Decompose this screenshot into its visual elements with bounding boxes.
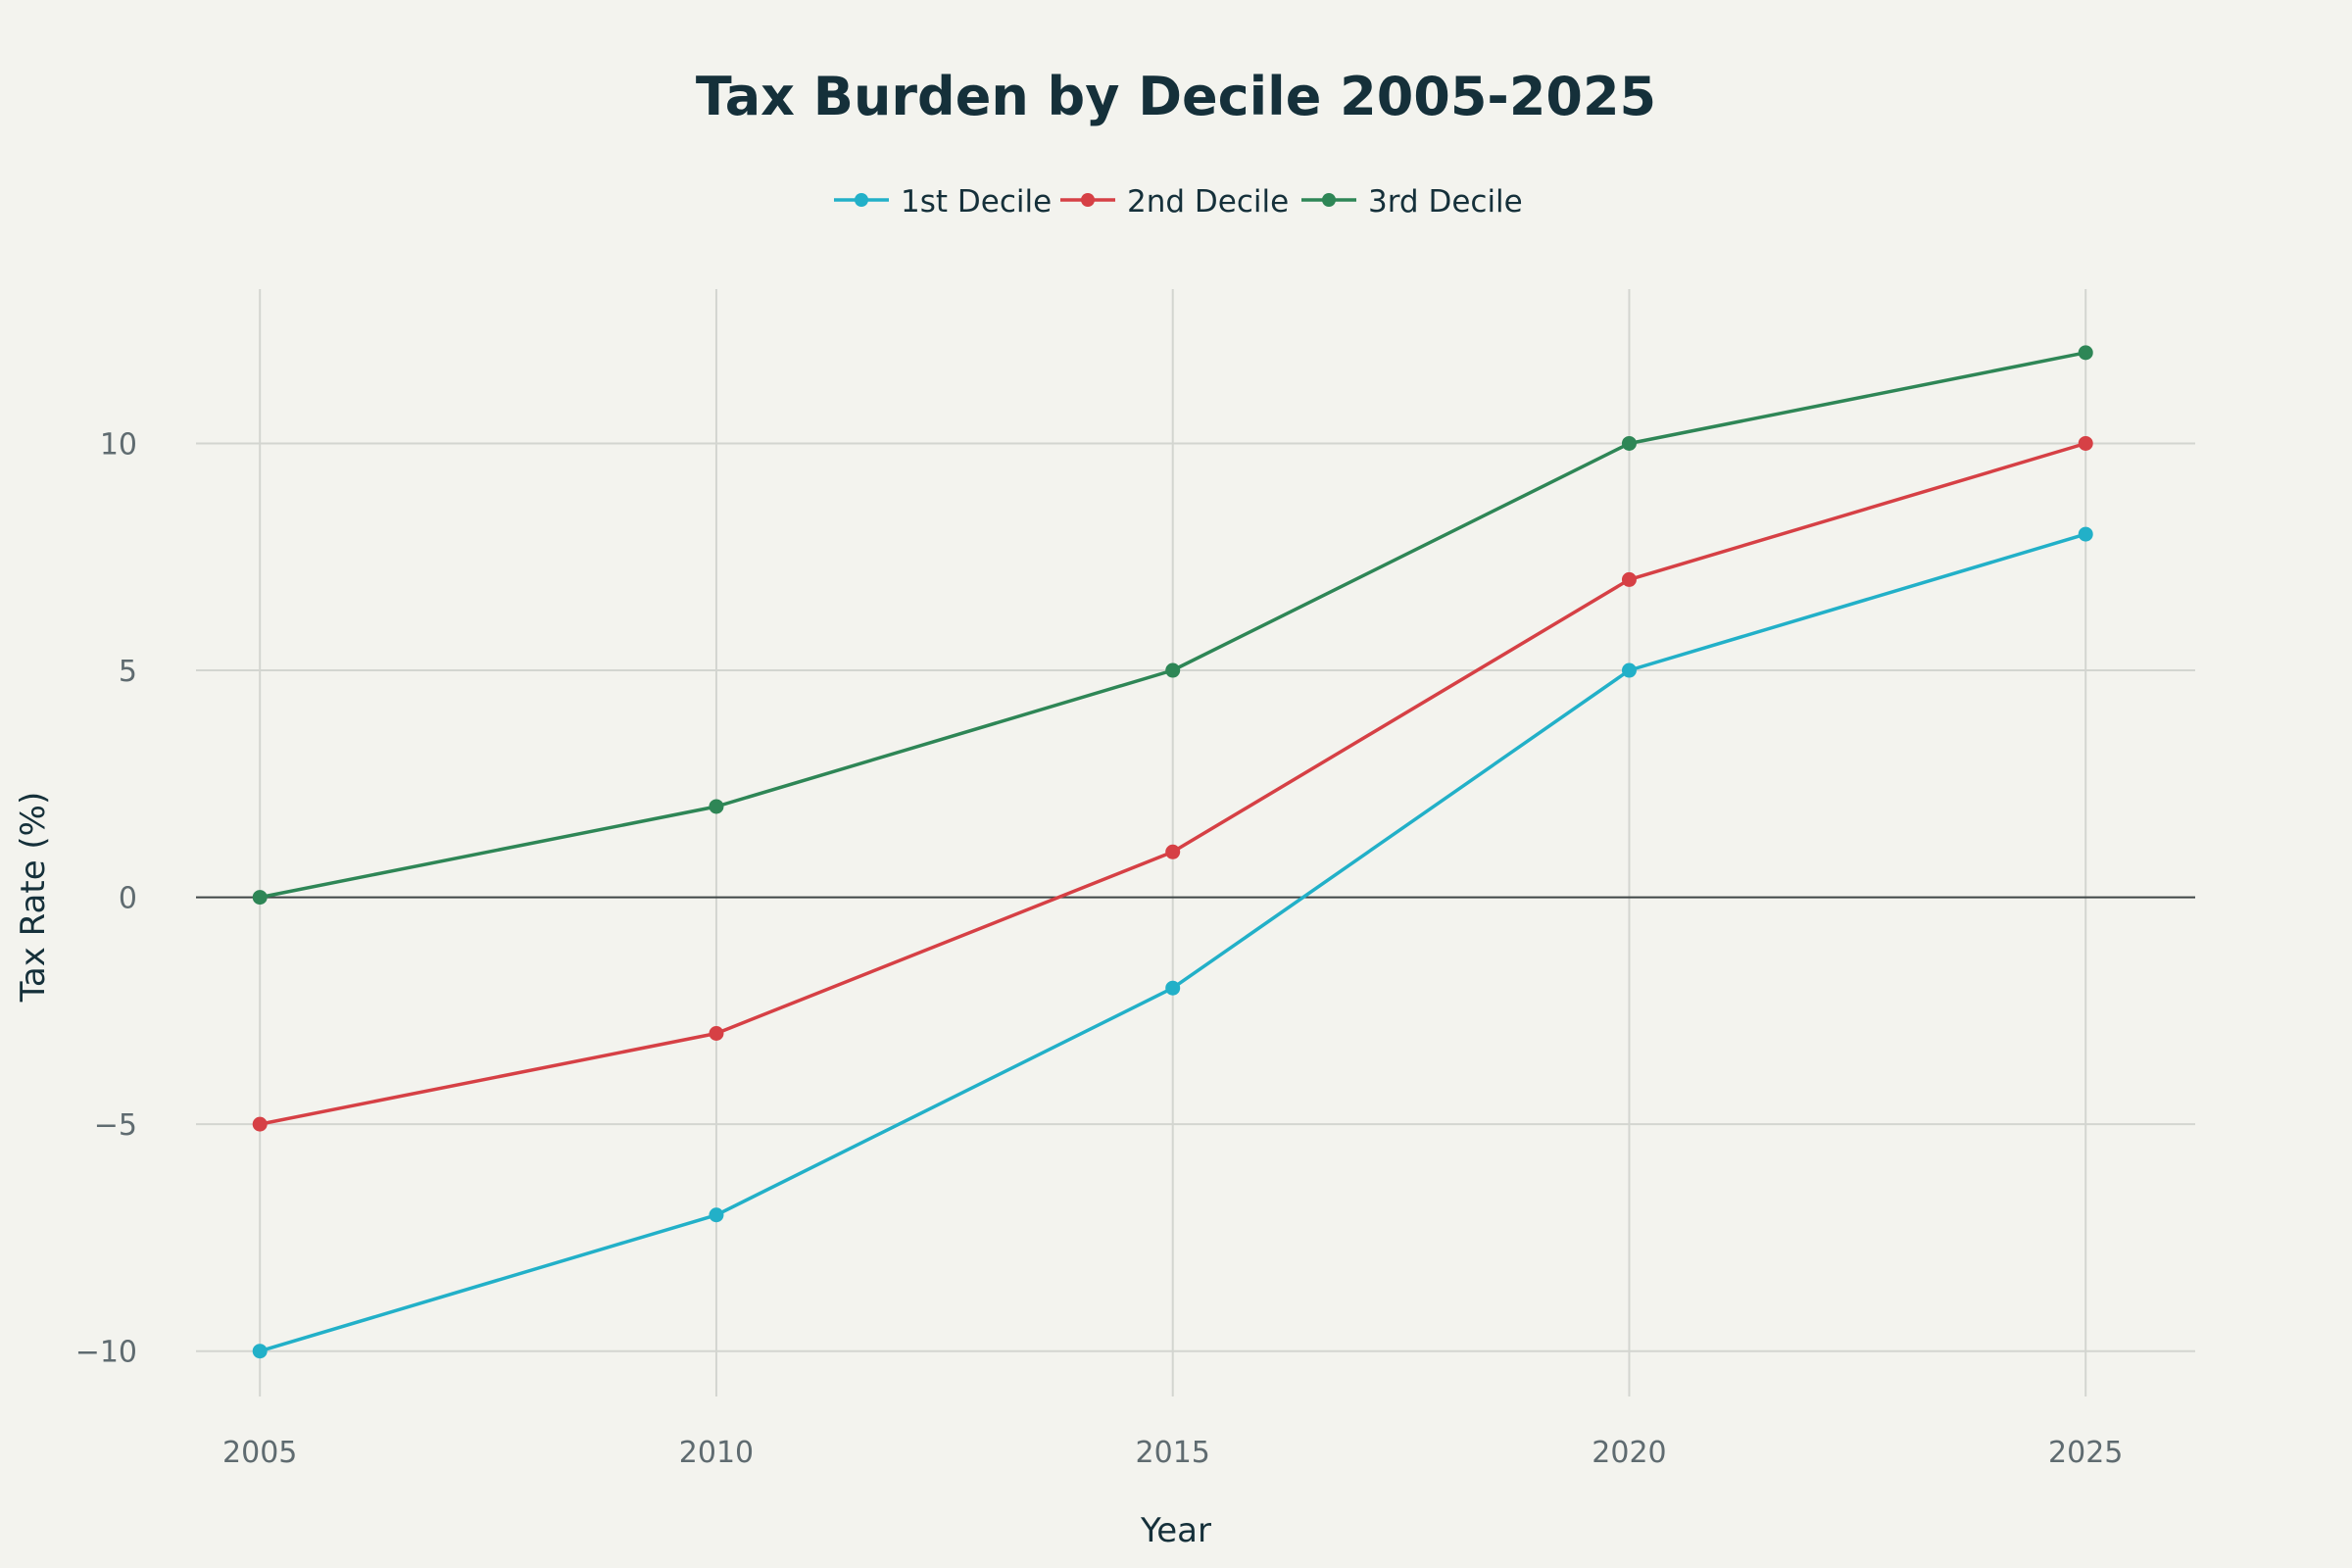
series-points — [252, 345, 2093, 1359]
chart-title: Tax Burden by Decile 2005-2025 — [696, 66, 1656, 127]
y-tick-label-1: −5 — [94, 1108, 137, 1143]
x-tick-label-2015: 2015 — [1136, 1436, 1210, 1470]
y-tick-label-0: −10 — [75, 1336, 137, 1370]
data-point-3rd-decile-2015[interactable] — [1165, 662, 1181, 678]
data-point-1st-decile-2005[interactable] — [252, 1344, 268, 1359]
data-point-2nd-decile-2025[interactable] — [2078, 435, 2093, 451]
data-point-2nd-decile-2015[interactable] — [1165, 844, 1181, 859]
x-tick-label-2020: 2020 — [1592, 1436, 1666, 1470]
x-tick-label-2025: 2025 — [2048, 1436, 2123, 1470]
data-point-3rd-decile-2005[interactable] — [252, 890, 268, 906]
data-point-2nd-decile-2010[interactable] — [709, 1026, 724, 1042]
x-tick-label-2005: 2005 — [222, 1436, 297, 1470]
legend-label-1st-decile: 1st Decile — [901, 184, 1052, 220]
x-tick-label-2010: 2010 — [679, 1436, 754, 1470]
x-axis-title: Year — [1140, 1511, 1211, 1550]
legend-swatch-marker-3rd-decile — [1322, 193, 1336, 207]
x-gridlines — [259, 289, 2087, 1396]
data-point-2nd-decile-2005[interactable] — [252, 1116, 268, 1132]
legend-swatch-marker-1st-decile — [855, 193, 868, 207]
legend-label-2nd-decile: 2nd Decile — [1127, 184, 1289, 220]
data-point-1st-decile-2020[interactable] — [1621, 662, 1637, 678]
legend: 1st Decile 2nd Decile 3rd Decile — [834, 184, 1523, 220]
data-point-1st-decile-2010[interactable] — [709, 1207, 724, 1223]
x-tick-labels: 2005 2010 2015 2020 2025 — [222, 1436, 2123, 1470]
data-point-1st-decile-2025[interactable] — [2078, 526, 2093, 542]
legend-item-2nd-decile[interactable]: 2nd Decile — [1060, 184, 1289, 220]
legend-item-3rd-decile[interactable]: 3rd Decile — [1301, 184, 1523, 220]
y-gridlines — [196, 442, 2195, 1352]
y-tick-label-3: 5 — [119, 655, 137, 689]
legend-item-1st-decile[interactable]: 1st Decile — [834, 184, 1052, 220]
y-tick-label-2: 0 — [119, 882, 137, 916]
data-point-3rd-decile-2010[interactable] — [709, 799, 724, 814]
legend-label-3rd-decile: 3rd Decile — [1368, 184, 1523, 220]
legend-swatch-marker-2nd-decile — [1081, 193, 1095, 207]
data-point-3rd-decile-2025[interactable] — [2078, 345, 2093, 361]
data-point-3rd-decile-2020[interactable] — [1621, 435, 1637, 451]
y-tick-labels: −10 −5 0 5 10 — [75, 427, 137, 1369]
data-point-2nd-decile-2020[interactable] — [1621, 571, 1637, 587]
data-point-1st-decile-2015[interactable] — [1165, 980, 1181, 996]
y-axis-title: Tax Rate (%) — [14, 792, 53, 1004]
y-tick-label-4: 10 — [100, 427, 137, 462]
